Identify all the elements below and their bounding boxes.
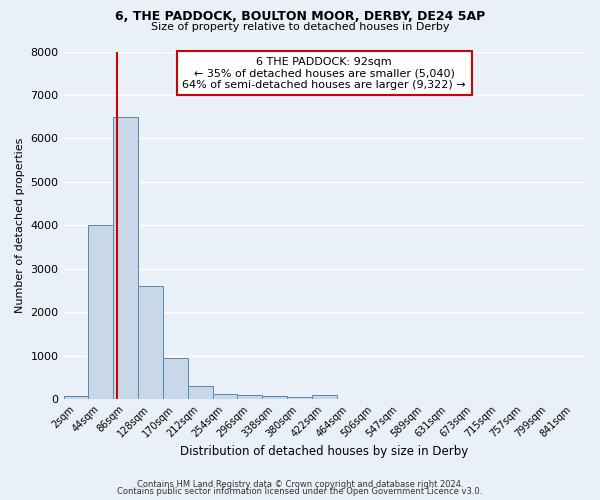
Bar bbox=[113, 116, 138, 399]
Text: Contains public sector information licensed under the Open Government Licence v3: Contains public sector information licen… bbox=[118, 487, 482, 496]
Bar bbox=[238, 395, 262, 399]
X-axis label: Distribution of detached houses by size in Derby: Distribution of detached houses by size … bbox=[180, 444, 469, 458]
Text: Contains HM Land Registry data © Crown copyright and database right 2024.: Contains HM Land Registry data © Crown c… bbox=[137, 480, 463, 489]
Bar bbox=[262, 396, 287, 399]
Bar bbox=[138, 286, 163, 399]
Text: 6 THE PADDOCK: 92sqm
← 35% of detached houses are smaller (5,040)
64% of semi-de: 6 THE PADDOCK: 92sqm ← 35% of detached h… bbox=[182, 56, 466, 90]
Bar bbox=[88, 226, 113, 399]
Text: 6, THE PADDOCK, BOULTON MOOR, DERBY, DE24 5AP: 6, THE PADDOCK, BOULTON MOOR, DERBY, DE2… bbox=[115, 10, 485, 23]
Text: Size of property relative to detached houses in Derby: Size of property relative to detached ho… bbox=[151, 22, 449, 32]
Bar bbox=[163, 358, 188, 399]
Y-axis label: Number of detached properties: Number of detached properties bbox=[15, 138, 25, 313]
Bar bbox=[188, 386, 212, 399]
Bar bbox=[287, 397, 312, 399]
Bar bbox=[312, 395, 337, 399]
Bar bbox=[212, 394, 238, 399]
Bar bbox=[64, 396, 88, 399]
